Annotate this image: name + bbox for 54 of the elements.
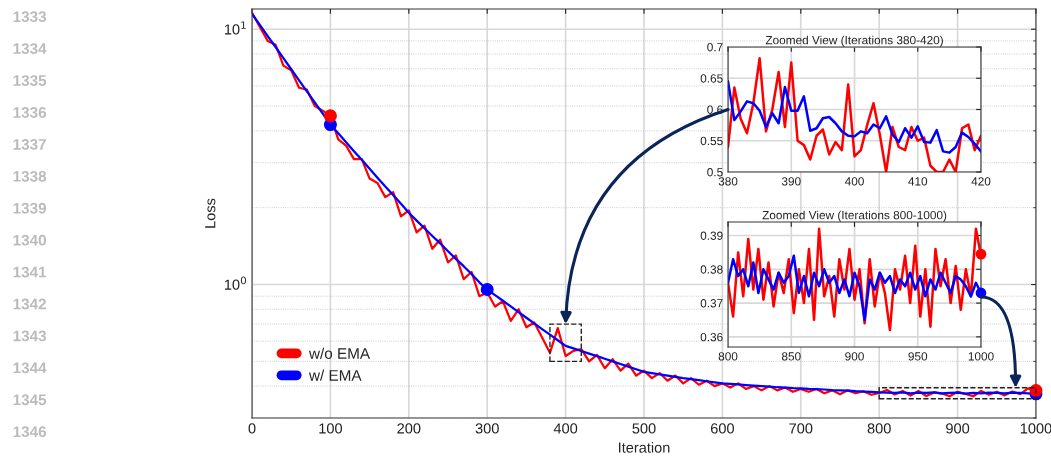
x-tick-label: 1000 — [968, 352, 994, 361]
x-tick-label: 800 — [718, 352, 738, 361]
x-tick-label: 390 — [781, 177, 801, 186]
x-tick-label: 700 — [789, 423, 813, 434]
x-tick-label: 100 — [319, 423, 343, 434]
x-tick-label: 410 — [908, 177, 928, 186]
text: 1345 — [13, 394, 47, 406]
text: 1341 — [13, 266, 47, 278]
y-tick-label: 0.55 — [700, 136, 723, 146]
legend-label: w/o EMA — [308, 347, 371, 359]
text: 1346 — [13, 426, 47, 438]
y-tick-label: 0.36 — [700, 332, 723, 342]
chart-title: Zoomed View (Iterations 380-420) — [765, 35, 943, 47]
point — [480, 283, 494, 297]
text: 1343 — [13, 330, 47, 342]
x-tick-label: 380 — [718, 177, 738, 186]
y-tick-label: 0.7 — [707, 43, 723, 52]
text: 1339 — [13, 202, 47, 214]
x-tick-label: 950 — [908, 352, 928, 361]
point — [323, 109, 337, 123]
x-tick-label: 900 — [845, 352, 864, 361]
x-tick-label: 400 — [844, 177, 864, 186]
chart-title: Zoomed View (Iterations 800-1000) — [762, 210, 947, 222]
y-axis-title: Loss — [205, 198, 216, 228]
text: 1340 — [13, 234, 46, 246]
text: 1335 — [13, 75, 47, 86]
x-tick-label: 850 — [781, 352, 801, 361]
text: 1337 — [13, 138, 46, 150]
x-tick-label: 300 — [475, 423, 499, 434]
y-tick-label: 0.5 — [707, 168, 723, 177]
text: 1333 — [13, 11, 47, 23]
y-tick-label: 0.37 — [700, 299, 723, 308]
x-tick-label: 420 — [971, 177, 991, 186]
x-tick-label: 0 — [248, 423, 256, 434]
x-tick-label: 600 — [710, 423, 734, 434]
x-tick-label: 900 — [946, 423, 970, 434]
y-tick-label: 0.65 — [700, 74, 723, 83]
legend-label: w/ EMA — [308, 369, 362, 381]
x-tick-label: 800 — [867, 423, 891, 434]
line-series — [728, 80, 981, 154]
text: 1338 — [13, 170, 47, 182]
x-tick-label: 400 — [553, 423, 578, 434]
y-tick-label: 10$^{0}$ — [224, 276, 247, 290]
y-tick-label: 0.38 — [700, 265, 723, 274]
text: 1336 — [13, 107, 47, 118]
x-tick-label: 200 — [397, 423, 421, 434]
y-tick-label: 10$^{1}$ — [224, 21, 246, 35]
x-tick-label: 500 — [632, 423, 656, 434]
y-tick-label: 0.39 — [700, 231, 723, 240]
text: 1344 — [13, 362, 47, 374]
x-axis-title: Iteration — [619, 442, 670, 453]
text: 1342 — [13, 298, 46, 310]
x-tick-label: 1000 — [1020, 423, 1051, 434]
text: 1334 — [13, 43, 47, 55]
